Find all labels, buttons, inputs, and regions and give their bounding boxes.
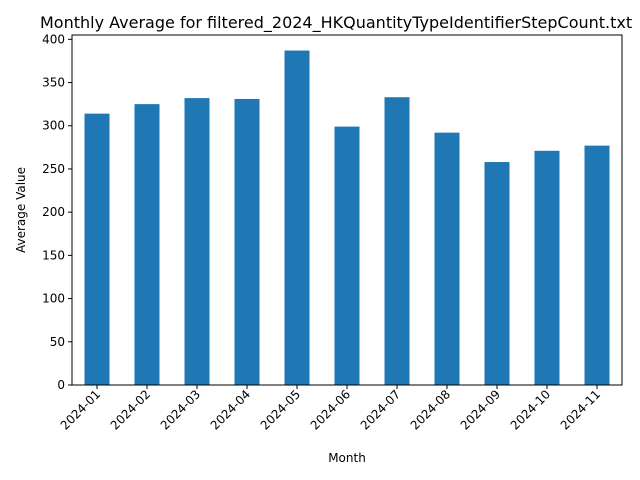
x-tick-label: 2024-08	[408, 387, 453, 432]
bar-2024-09	[484, 162, 510, 385]
y-tick-label: 50	[50, 335, 65, 349]
y-tick-label: 0	[57, 378, 65, 392]
y-tick-label: 300	[42, 119, 65, 133]
bar-2024-04	[234, 98, 260, 385]
x-tick-label: 2024-04	[208, 387, 253, 432]
y-axis-label: Average Value	[14, 167, 28, 253]
chart-title: Monthly Average for filtered_2024_HKQuan…	[40, 13, 632, 33]
x-tick-label: 2024-01	[58, 387, 103, 432]
x-axis: 2024-01 2024-02 2024-03 2024-04 2024-05 2024-…	[58, 385, 603, 433]
x-tick-label: 2024-07	[358, 387, 403, 432]
plot-frame	[71, 34, 623, 386]
bar-2024-01	[84, 113, 110, 386]
x-tick-label: 2024-05	[258, 387, 303, 432]
y-tick-label: 150	[42, 248, 65, 262]
y-axis: 0 50 100 150 200 250 300 350 400	[42, 32, 72, 392]
x-tick-label: 2024-11	[558, 387, 603, 432]
bar-2024-10	[534, 150, 560, 385]
bar-2024-06	[334, 126, 360, 386]
y-tick-label: 350	[42, 76, 65, 90]
bar-2024-02	[134, 104, 160, 385]
y-tick-label: 400	[42, 32, 65, 46]
bar-2024-03	[184, 98, 210, 385]
x-tick-label: 2024-06	[308, 387, 353, 432]
bar-2024-11	[584, 145, 610, 385]
bar-2024-08	[434, 132, 460, 385]
x-tick-label: 2024-03	[158, 387, 203, 432]
y-tick-label: 100	[42, 292, 65, 306]
bar-2024-07	[384, 97, 410, 385]
x-tick-label: 2024-10	[508, 387, 553, 432]
bar-2024-05	[284, 50, 310, 386]
x-tick-label: 2024-02	[108, 387, 153, 432]
bars-group	[84, 50, 610, 386]
x-axis-label: Month	[328, 451, 366, 465]
y-tick-label: 200	[42, 205, 65, 219]
x-tick-label: 2024-09	[458, 387, 503, 432]
y-tick-label: 250	[42, 162, 65, 176]
